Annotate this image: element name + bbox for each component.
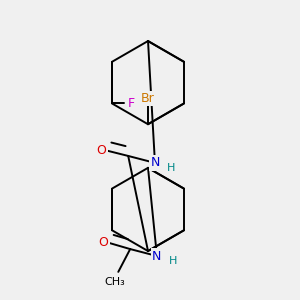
Text: F: F — [128, 97, 135, 110]
Text: O: O — [97, 143, 106, 157]
Text: N: N — [152, 250, 162, 262]
Text: O: O — [98, 236, 108, 249]
Text: CH₃: CH₃ — [104, 277, 125, 287]
Text: H: H — [167, 163, 175, 173]
Text: Br: Br — [141, 92, 155, 105]
Text: H: H — [169, 256, 177, 266]
Text: N: N — [150, 156, 160, 170]
